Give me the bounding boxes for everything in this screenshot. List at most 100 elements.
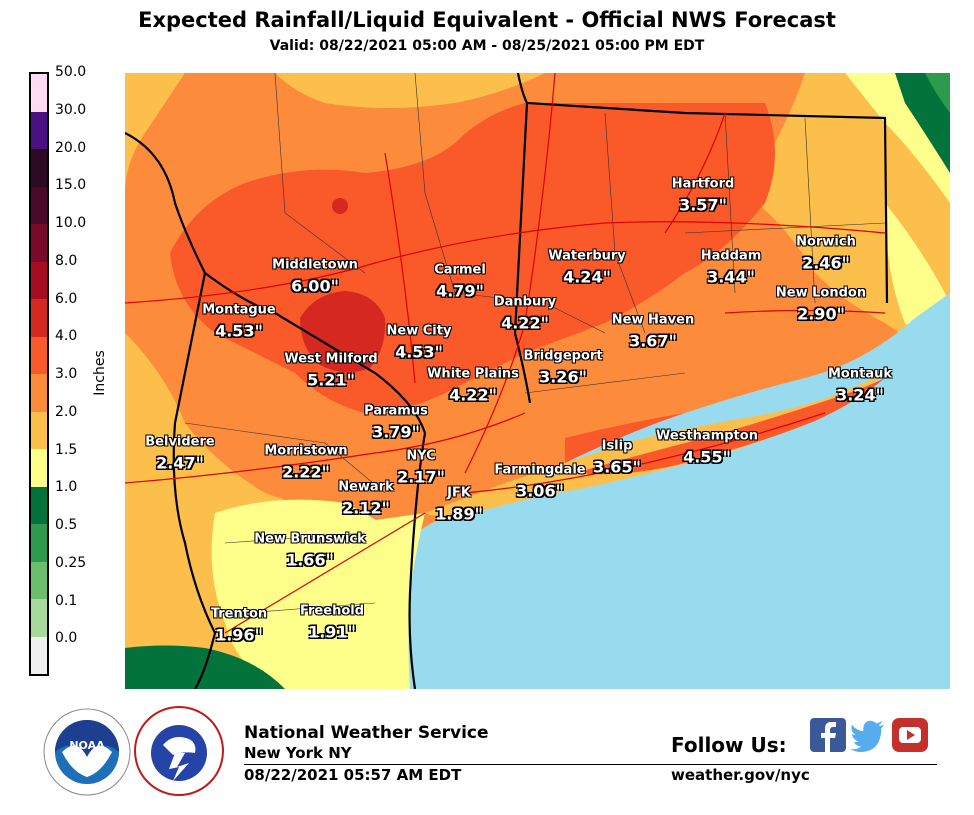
station-name: Westhampton [656,428,758,444]
legend-color-band [31,74,47,112]
svg-text:NOAA: NOAA [69,739,105,752]
legend-color-band [31,299,47,337]
station-name: Farmingdale [494,462,586,478]
station-rain-value: 5.21" [307,370,355,390]
station-rain-value: 3.67" [629,331,677,351]
station-rain-value: 2.17" [397,467,445,487]
station-name: Trenton [210,606,268,622]
station-name: New Haven [611,312,695,328]
station-rain-value: 4.53" [215,321,263,341]
legend-color-band [31,149,47,187]
nws-logo [134,706,224,796]
station-rain-value: 1.89" [435,504,483,524]
station-name: Newark [338,479,394,495]
issued-time: 08/22/2021 05:57 AM EDT [244,766,462,784]
station-name: West Milford [284,351,378,367]
facebook-icon[interactable] [810,718,846,752]
station-name: Waterbury [548,248,626,264]
station-rain-value: 2.22" [282,462,330,482]
legend-tick-label: 2.0 [55,403,78,420]
station-rain-value: 2.12" [342,498,390,518]
station-rain-value: 3.24" [836,385,884,405]
station-name: Morristown [264,443,348,459]
station-name: Bridgeport [523,348,603,364]
rain-zone-2-3 [125,73,185,193]
station-name: JFK [447,485,471,501]
station-rain-value: 3.06" [516,481,564,501]
station-rain-value: 3.57" [679,195,727,215]
valid-period: Valid: 08/22/2021 05:00 AM - 08/25/2021 … [269,38,705,54]
nj-coast [355,513,425,689]
station-name: Danbury [493,294,557,310]
legend-tick-label: 15.0 [55,177,87,194]
follow-us-label: Follow Us: [671,733,787,757]
legend-color-band [31,599,47,637]
legend-color-band [31,186,47,224]
station-rain-value: 3.26" [539,367,587,387]
station-rain-value: 2.47" [156,453,204,473]
station-name: New London [775,285,867,301]
legend-color-band [31,411,47,449]
station-name: Montauk [827,366,893,382]
station-rain-value: 6.00" [291,276,339,296]
station-name: White Plains [427,366,519,382]
legend-tick-label: 10.0 [55,215,87,231]
highways [125,73,886,634]
footer-divider [244,764,937,765]
legend-color-band [31,224,47,262]
station-rain-value: 4.22" [501,313,549,333]
station-rain-value: 1.66" [286,550,334,570]
station-rain-value: 4.79" [436,281,484,301]
legend-color-band [31,449,47,487]
legend-units-label: Inches [92,350,108,396]
youtube-icon[interactable] [892,718,928,752]
legend-color-band [31,636,47,674]
twitter-icon[interactable] [850,718,886,752]
station-name: Carmel [434,262,486,278]
state-borders [125,73,889,689]
legend-color-band [31,261,47,299]
rain-zone-1-1.5 [895,73,950,173]
station-rain-value: 4.53" [395,342,443,362]
legend-tick-label: 0.0 [55,630,78,647]
rain-zone-6-8 [300,291,386,373]
long-island-east [575,378,885,475]
station-name: Freehold [299,603,365,619]
legend-tick-label: 4.0 [55,328,78,345]
legend-tick-label: 1.0 [55,479,78,496]
legend-color-band [31,374,47,412]
station-rain-value: 1.91" [308,622,356,642]
station-rain-value: 4.55" [683,447,731,467]
station-name: Islip [601,438,633,454]
office-name: New York NY [244,744,352,762]
legend-tick-label: 50.0 [55,64,87,80]
station-name: Montague [202,302,276,318]
station-name: NYC [406,448,436,464]
rainfall-color-legend [29,72,49,676]
long-island [425,373,885,517]
station-name: Haddam [700,248,762,264]
noaa-logo: NOAA [43,708,131,796]
station-name: New City [386,323,452,339]
station-rain-value: 2.90" [797,304,845,324]
rain-zone-2-3 [275,73,545,108]
legend-color-band [31,561,47,599]
legend-tick-label: 0.5 [55,517,78,533]
legend-tick-label: 20.0 [55,139,87,156]
station-name: Paramus [364,403,428,419]
legend-tick-label: 30.0 [55,101,87,118]
legend-tick-label: 0.25 [55,554,87,571]
station-name: Belvidere [145,434,215,450]
legend-color-band [31,111,47,149]
rainfall-map [125,73,950,689]
rain-zone-0.5-1 [925,73,950,113]
station-rain-value: 1.96" [215,625,263,645]
legend-tick-label: 8.0 [55,252,78,269]
station-name: New Brunswick [254,531,366,547]
legend-color-band [31,524,47,562]
website-link[interactable]: weather.gov/nyc [671,766,810,784]
station-rain-value: 3.79" [372,422,420,442]
station-name: Hartford [671,176,735,192]
station-name: Middletown [272,257,358,273]
legend-tick-label: 1.5 [55,441,78,458]
